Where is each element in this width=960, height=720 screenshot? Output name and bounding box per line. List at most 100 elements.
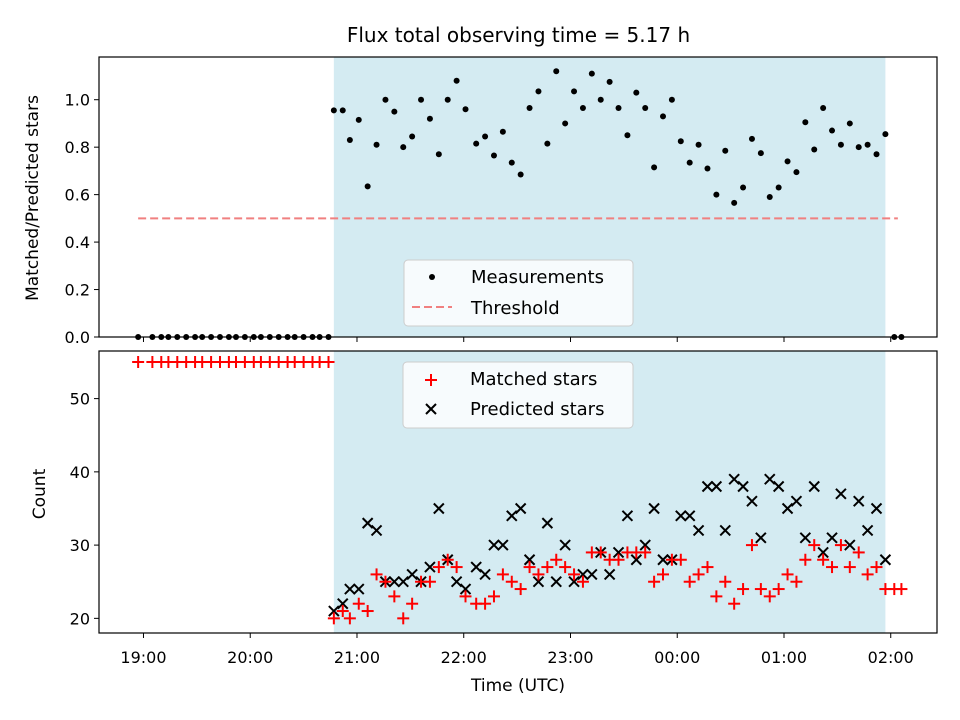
measurement-point bbox=[722, 147, 729, 154]
matched-star-point bbox=[870, 561, 883, 574]
measurement-point bbox=[802, 119, 809, 126]
ratio-y-axis-label: Matched/Predicted stars bbox=[23, 95, 43, 301]
predicted-star-point bbox=[397, 576, 409, 588]
matched-star-point bbox=[441, 553, 454, 566]
measurement-point bbox=[829, 127, 836, 134]
measurement-point bbox=[731, 199, 738, 206]
count-panel: 20 30 40 50 19:00 20:00 21:00 22:00 23:00 00:00 0… bbox=[30, 350, 938, 696]
measurement-point bbox=[846, 120, 853, 127]
predicted-star-stroke bbox=[450, 576, 463, 588]
time-x-tick-label: 19:00 bbox=[120, 648, 166, 667]
matched-star-point bbox=[648, 575, 661, 588]
matched-star-point bbox=[701, 561, 714, 574]
measurement-point bbox=[508, 159, 515, 166]
count-plot-frame bbox=[98, 350, 938, 634]
predicted-star-point bbox=[577, 568, 589, 581]
matched-star-point bbox=[728, 597, 741, 610]
predicted-star-point bbox=[406, 568, 418, 581]
predicted-star-stroke bbox=[746, 495, 758, 507]
matched-star-point bbox=[843, 561, 856, 574]
ratio-y-tick-label: 0.2 bbox=[65, 281, 90, 300]
matched-star-point bbox=[657, 568, 670, 581]
legend-threshold-label: Threshold bbox=[470, 298, 560, 319]
legend-measurements-label: Measurements bbox=[471, 267, 604, 288]
predicted-star-stroke bbox=[470, 561, 482, 573]
matched-star-point bbox=[895, 583, 908, 596]
time-x-tick-label: 20:00 bbox=[227, 648, 273, 667]
predicted-star-point bbox=[675, 510, 687, 522]
measurement-point bbox=[373, 141, 380, 148]
ratio-y-tick-label: 0.6 bbox=[65, 186, 90, 205]
predicted-star-stroke bbox=[844, 539, 856, 551]
predicted-star-stroke bbox=[657, 554, 669, 566]
measurement-point bbox=[775, 184, 782, 191]
predicted-star-stroke bbox=[772, 480, 785, 493]
predicted-star-point bbox=[488, 539, 500, 551]
predicted-star-point bbox=[630, 554, 643, 566]
matched-star-point bbox=[710, 590, 723, 603]
predicted-star-point bbox=[701, 480, 714, 493]
measurement-point bbox=[526, 105, 533, 112]
predicted-star-point bbox=[781, 502, 794, 515]
measurement-point bbox=[355, 116, 362, 123]
matched-star-point bbox=[336, 605, 349, 618]
matched-star-point bbox=[576, 575, 589, 588]
legend-matched-marker bbox=[425, 374, 437, 386]
predicted-star-point bbox=[459, 583, 472, 595]
predicted-star-point bbox=[844, 539, 856, 551]
matched-star-point bbox=[132, 355, 145, 368]
measurement-point bbox=[606, 78, 613, 85]
measurement-point bbox=[855, 144, 862, 151]
matched-star-point bbox=[639, 546, 652, 559]
predicted-star-stroke bbox=[550, 576, 562, 588]
predicted-star-point bbox=[433, 502, 445, 515]
measurement-point bbox=[784, 158, 791, 165]
predicted-star-point bbox=[861, 524, 874, 537]
matched-star-point bbox=[790, 575, 803, 588]
predicted-star-stroke bbox=[559, 539, 571, 551]
predicted-star-point bbox=[541, 517, 554, 529]
measurement-point bbox=[615, 105, 622, 112]
measurement-point bbox=[418, 96, 425, 103]
predicted-star-point bbox=[746, 495, 758, 507]
matched-star-point bbox=[834, 539, 847, 552]
predicted-star-point bbox=[612, 546, 625, 559]
measurement-point bbox=[490, 152, 497, 159]
matched-star-point bbox=[808, 539, 821, 552]
measurement-point bbox=[713, 191, 720, 198]
time-x-axis: 19:00 20:00 21:00 22:00 23:00 00:00 01:00 02:00 bbox=[120, 633, 914, 667]
predicted-star-point bbox=[506, 510, 518, 522]
predicted-star-stroke bbox=[459, 583, 472, 595]
ratio-y-tick-label: 1.0 bbox=[65, 91, 90, 110]
predicted-star-point bbox=[737, 480, 749, 493]
predicted-star-stroke bbox=[853, 495, 865, 507]
measurement-point bbox=[409, 133, 416, 140]
matched-star-point bbox=[763, 590, 776, 603]
measurement-point bbox=[453, 77, 460, 84]
measurement-point bbox=[686, 159, 693, 166]
matched-star-point bbox=[352, 597, 365, 610]
count-y-axis: 20 30 40 50 bbox=[70, 390, 99, 628]
measurement-point bbox=[400, 144, 407, 151]
predicted-star-stroke bbox=[639, 539, 651, 551]
matched-star-point bbox=[745, 539, 758, 552]
predicted-star-point bbox=[523, 554, 536, 566]
measurement-point bbox=[346, 137, 353, 144]
matched-star-point bbox=[322, 355, 335, 368]
ratio-y-axis: 0.0 0.2 0.4 0.6 0.8 1.0 bbox=[65, 91, 892, 347]
predicted-star-stroke bbox=[353, 583, 365, 595]
measurement-point bbox=[740, 184, 747, 191]
matched-star-point bbox=[487, 590, 500, 603]
predicted-star-point bbox=[568, 576, 580, 588]
predicted-star-point bbox=[879, 554, 892, 566]
matched-star-point bbox=[612, 553, 625, 566]
predicted-star-stroke bbox=[488, 539, 500, 551]
matched-star-point bbox=[541, 561, 554, 574]
predicted-star-stroke bbox=[861, 524, 874, 537]
measurement-point bbox=[695, 141, 702, 148]
ratio-panel: 0.0 0.2 0.4 0.6 0.8 1.0 Matched/Predicted sta… bbox=[23, 56, 938, 347]
predicted-star-point bbox=[621, 510, 634, 522]
predicted-star-point bbox=[353, 583, 365, 595]
predicted-star-stroke bbox=[630, 554, 643, 566]
matched-star-point bbox=[799, 553, 812, 566]
